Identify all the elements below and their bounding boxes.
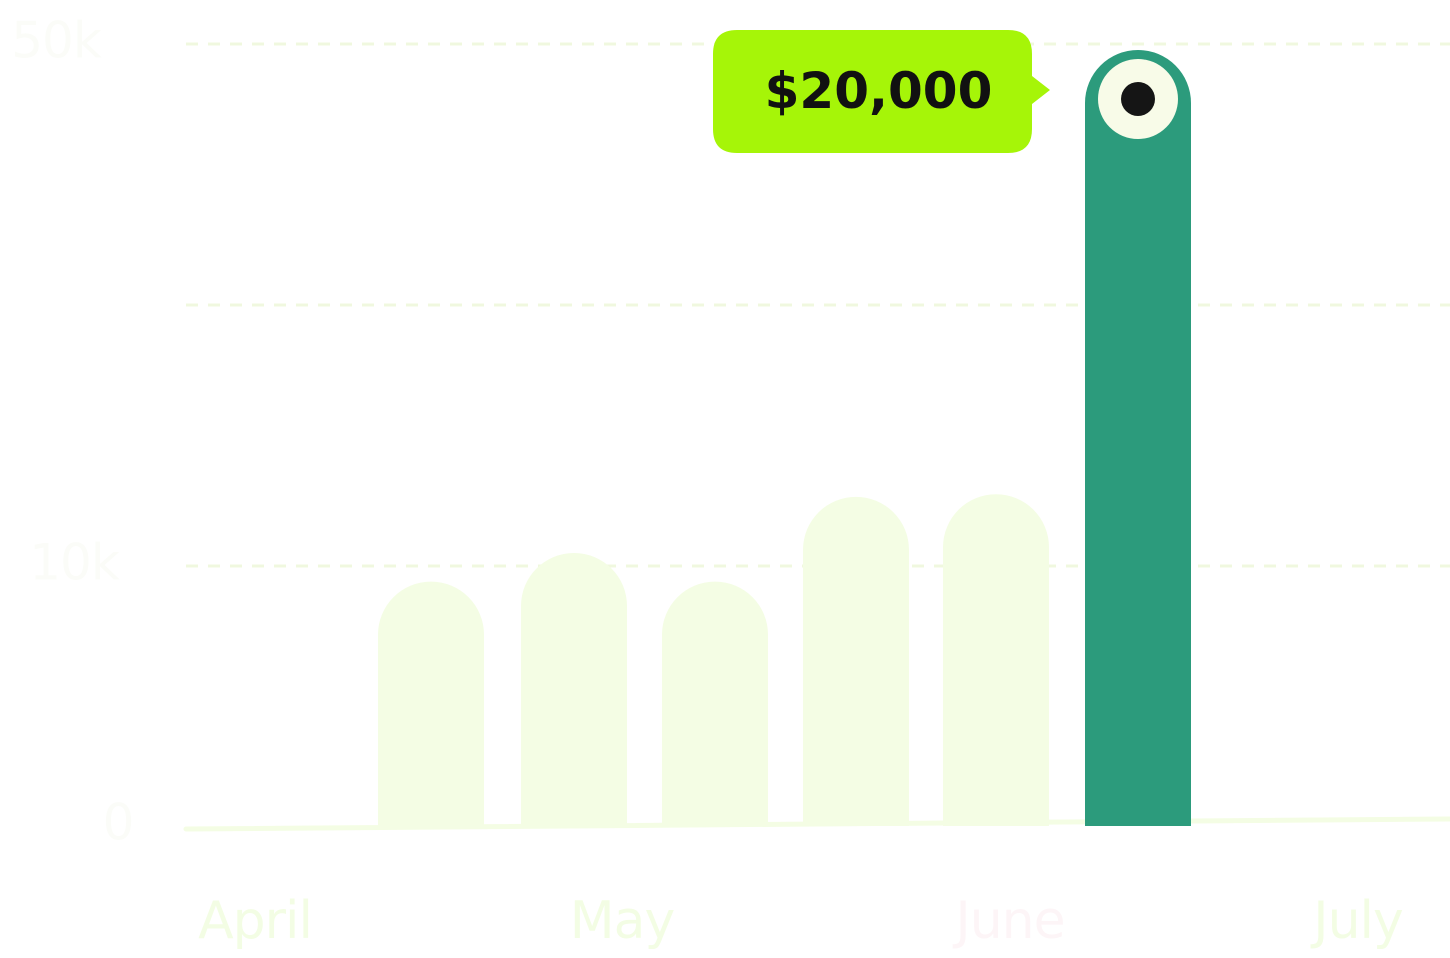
bar-0 — [378, 581, 484, 826]
bars — [378, 50, 1191, 826]
x-axis-ticks: April May June July — [198, 891, 1404, 951]
x-tick-may: May — [570, 891, 675, 951]
y-axis-ticks: 0 10k 50k — [11, 12, 134, 852]
tooltip-bubble — [713, 30, 1050, 153]
tooltip-value-label: $20,000 — [765, 62, 993, 120]
x-tick-july: July — [1310, 891, 1403, 951]
bar-4 — [943, 494, 1049, 826]
y-tick-10k: 10k — [29, 534, 120, 592]
bar-marker-dot — [1121, 82, 1155, 116]
bar-2 — [662, 581, 768, 826]
bar-highlighted — [1085, 50, 1191, 826]
x-tick-april: April — [198, 891, 312, 951]
y-tick-50k: 50k — [11, 12, 102, 70]
y-tick-0: 0 — [103, 794, 134, 852]
bar-1 — [521, 552, 627, 826]
value-tooltip: $20,000 — [713, 30, 1050, 153]
bar-3 — [803, 496, 909, 826]
x-tick-june: June — [952, 891, 1064, 951]
